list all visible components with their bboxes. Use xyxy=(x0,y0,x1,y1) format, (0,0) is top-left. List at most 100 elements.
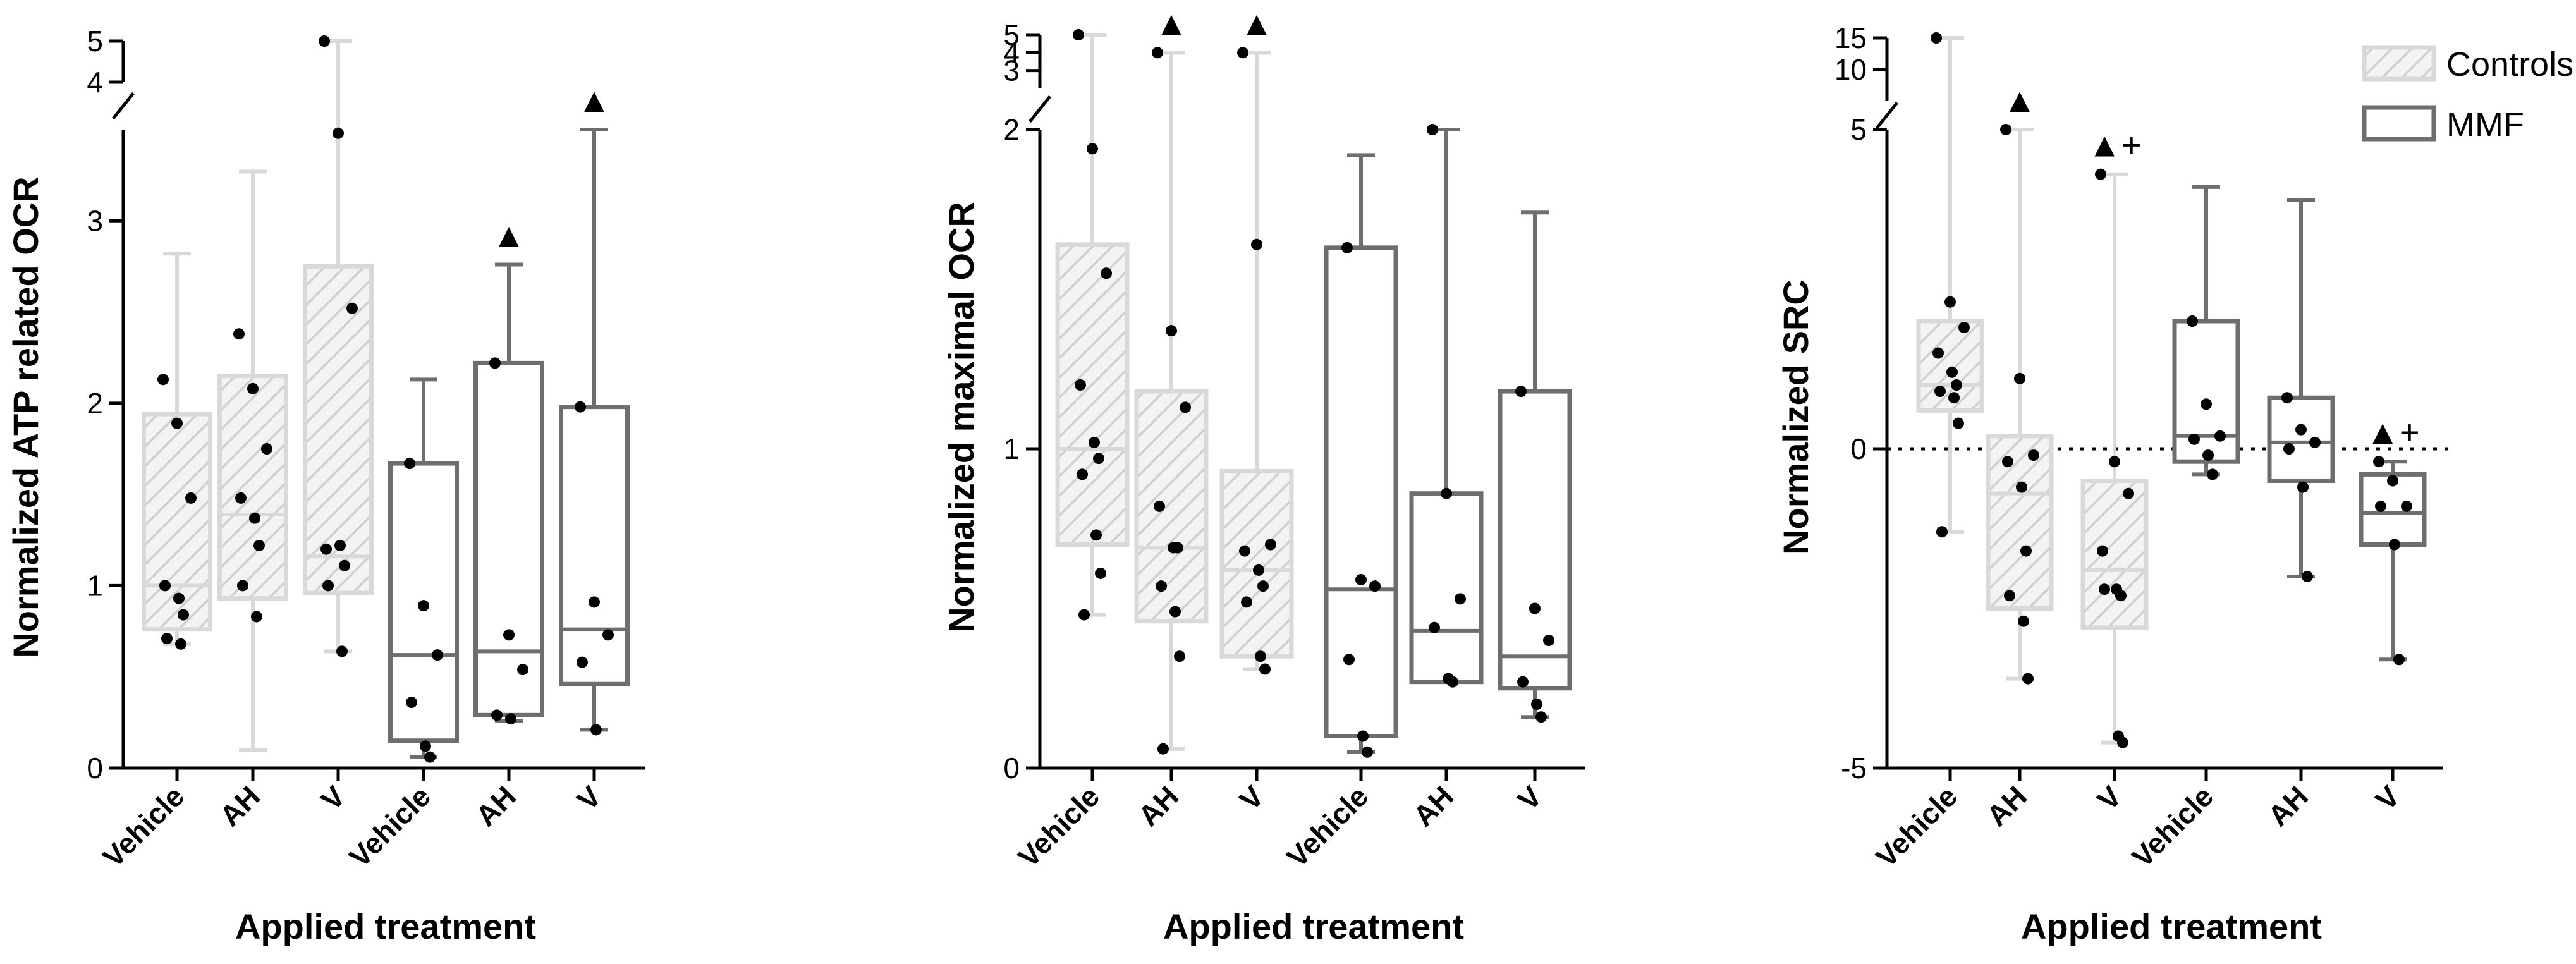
data-point xyxy=(173,592,185,604)
data-point xyxy=(2375,500,2386,512)
x-tick-label: V xyxy=(315,779,352,817)
data-point xyxy=(2115,590,2127,602)
box-controls-vehicle xyxy=(142,252,212,650)
x-tick-label: Vehicle xyxy=(343,779,437,874)
legend: Controls MMF xyxy=(2362,45,2573,143)
data-point xyxy=(175,638,186,650)
data-point xyxy=(2309,436,2321,448)
data-point xyxy=(1265,539,1276,551)
box-controls-vehicle xyxy=(1916,32,1984,538)
box-mmf-v: ▲+ xyxy=(2359,413,2427,666)
axis-break-mark xyxy=(1029,95,1051,123)
data-point xyxy=(420,740,431,752)
data-point xyxy=(1095,567,1106,579)
data-point xyxy=(1166,325,1177,337)
y-tick-label: 3 xyxy=(87,204,103,237)
legend-swatch-mmf xyxy=(2362,105,2436,142)
data-point xyxy=(2389,539,2400,551)
data-point xyxy=(1934,386,1946,398)
data-point xyxy=(247,382,259,394)
data-point xyxy=(406,697,417,709)
y-tick-label: 0 xyxy=(1003,752,1020,784)
significance-marker: ▲+ xyxy=(2088,126,2142,164)
x-axis-title: Applied treatment xyxy=(235,906,536,946)
data-point xyxy=(2004,590,2015,602)
x-tick-label: V xyxy=(1233,779,1271,817)
x-tick-label: Vehicle xyxy=(96,779,190,874)
data-point xyxy=(1253,564,1264,576)
data-point xyxy=(1257,580,1269,592)
data-point xyxy=(1237,47,1248,59)
data-point xyxy=(1341,241,1353,253)
data-point xyxy=(1447,676,1458,688)
box-mmf-ah xyxy=(2267,198,2335,582)
data-point xyxy=(1075,379,1086,391)
x-tick-label: AH xyxy=(1407,779,1460,833)
y-tick-label: 4 xyxy=(1003,36,1020,69)
data-point xyxy=(2016,481,2027,493)
data-point xyxy=(1172,542,1183,554)
x-tick-label: Vehicle xyxy=(1869,779,1963,874)
data-point xyxy=(2302,571,2313,582)
x-tick-label: Vehicle xyxy=(1011,779,1106,874)
significance-marker: ▲+ xyxy=(2366,413,2420,451)
y-tick-label: 1 xyxy=(1003,432,1020,465)
axis-break-mark xyxy=(112,92,135,120)
y-tick-label: 4 xyxy=(87,66,103,99)
box-mmf-v: ▲ xyxy=(559,82,630,736)
box-iqr xyxy=(217,374,288,601)
data-point xyxy=(1241,596,1252,608)
chart-panel-1: 0 1 2 3 4 5 Normalized ATP related OCR Applied … xyxy=(6,25,645,946)
box-mmf-v xyxy=(1498,210,1572,723)
y-tick-label: 0 xyxy=(87,752,103,784)
data-point xyxy=(418,600,429,612)
data-point xyxy=(1932,347,1944,359)
box-iqr xyxy=(473,360,544,717)
data-point xyxy=(261,443,272,455)
data-point xyxy=(575,401,586,413)
data-point xyxy=(322,580,334,592)
y-tick-label: 15 xyxy=(1834,21,1867,54)
box-iqr xyxy=(1055,242,1130,547)
data-point xyxy=(424,751,436,763)
box-controls-v xyxy=(303,35,374,657)
data-point xyxy=(2207,468,2218,480)
data-point xyxy=(339,559,350,571)
data-point xyxy=(517,664,528,676)
data-point xyxy=(1441,487,1452,499)
data-point xyxy=(589,596,600,608)
data-point xyxy=(491,709,503,721)
box-iqr xyxy=(559,405,630,686)
box-controls-ah xyxy=(217,169,288,752)
data-point xyxy=(346,302,358,314)
data-point xyxy=(1251,238,1262,250)
legend-swatch-controls xyxy=(2362,45,2436,82)
x-tick-label: Vehicle xyxy=(2125,779,2219,874)
data-point xyxy=(489,357,501,369)
data-point xyxy=(1529,602,1541,614)
y-axis-title: Normalized SRC xyxy=(1776,279,1816,555)
data-point xyxy=(2018,615,2029,627)
data-point xyxy=(1174,650,1185,662)
data-point xyxy=(1087,143,1098,155)
data-point xyxy=(1355,574,1367,586)
box-controls-v: ▲+ xyxy=(2080,126,2149,748)
data-point xyxy=(1531,699,1542,710)
data-point xyxy=(1936,526,1948,538)
y-axis-title: Normalized ATP related OCR xyxy=(6,176,46,657)
box-mmf-ah xyxy=(1409,124,1484,688)
x-tick-label: AH xyxy=(2261,779,2314,833)
data-point xyxy=(2187,315,2198,327)
y-tick-label: 2 xyxy=(87,387,103,420)
y-tick-label: 3 xyxy=(1003,54,1020,87)
data-point xyxy=(1090,529,1102,541)
data-point xyxy=(1455,593,1466,605)
y-tick-label: 1 xyxy=(87,569,103,602)
data-point xyxy=(233,328,245,340)
legend-label-mmf: MMF xyxy=(2446,106,2524,143)
significance-marker: ▲ xyxy=(492,217,525,255)
data-point xyxy=(171,417,183,429)
box-mmf-ah: ▲ xyxy=(473,217,544,725)
